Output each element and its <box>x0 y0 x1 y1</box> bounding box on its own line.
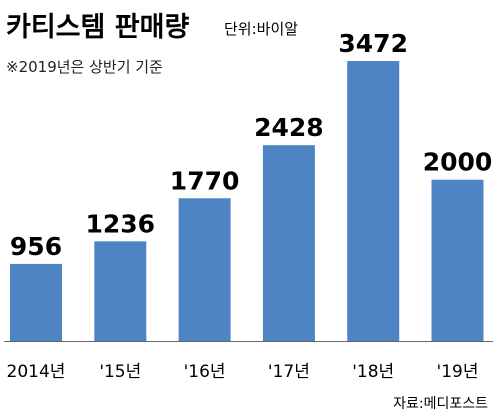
bar-0 <box>10 263 62 341</box>
chart-title: 카티스템 판매량 <box>6 12 189 43</box>
bar-value-label-2: 1770 <box>170 166 240 195</box>
unit-label: 단위:바이알 <box>224 20 298 38</box>
x-tick-group: 2014년 '15년 '16년 '17년 '18년 '19년 <box>7 362 479 382</box>
bar-value-label-4: 3472 <box>338 29 408 58</box>
bar-3 <box>262 145 315 341</box>
source-label: 자료:메디포스트 <box>393 396 488 412</box>
x-tick-label-2: '16년 <box>184 362 226 382</box>
bar-group: 956 1236 1770 2428 3472 2000 <box>10 29 492 341</box>
bar-4 <box>347 61 400 341</box>
bar-value-label-3: 2428 <box>254 113 324 142</box>
bar-value-label-0: 956 <box>10 232 62 261</box>
bar-2 <box>178 198 231 341</box>
x-tick-label-5: '19년 <box>437 362 479 382</box>
x-tick-label-4: '18년 <box>352 362 394 382</box>
bar-value-label-5: 2000 <box>423 148 493 177</box>
x-tick-label-3: '17년 <box>268 362 310 382</box>
footnote-basis: ※2019년은 상반기 기준 <box>6 58 163 76</box>
bar-5 <box>431 179 484 341</box>
bar-value-label-1: 1236 <box>86 209 156 238</box>
x-tick-label-0: 2014년 <box>7 362 66 382</box>
x-tick-label-1: '15년 <box>99 362 141 382</box>
bar-1 <box>94 241 147 341</box>
